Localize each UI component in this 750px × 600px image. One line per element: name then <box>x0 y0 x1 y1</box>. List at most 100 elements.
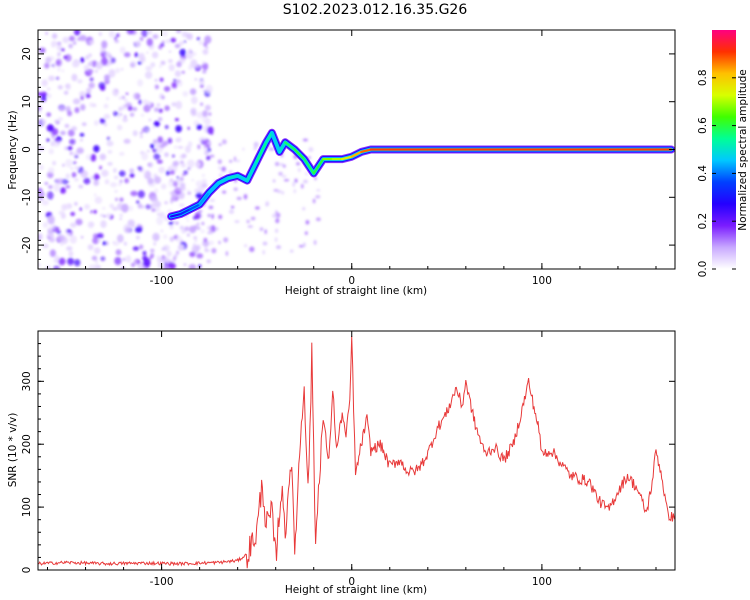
noise-blob <box>137 203 143 209</box>
noise-blob <box>203 41 208 48</box>
noise-blob <box>38 146 45 152</box>
noise-blob <box>189 88 197 95</box>
ridge-segment <box>170 212 182 218</box>
noise-blob <box>74 259 81 267</box>
noise-blob <box>61 69 65 73</box>
noise-blob <box>40 91 48 97</box>
noise-blob <box>60 213 66 219</box>
noise-blob <box>116 234 124 243</box>
noise-blob <box>48 167 55 174</box>
noise-blob <box>168 64 175 72</box>
noise-blob <box>93 145 100 153</box>
noise-blob <box>52 62 56 69</box>
noise-blob <box>186 33 193 40</box>
noise-blob <box>70 222 77 228</box>
noise-blob <box>132 92 139 100</box>
noise-blob <box>110 57 116 64</box>
noise-blob <box>172 219 175 224</box>
noise-blob <box>129 173 135 178</box>
noise-blob <box>179 41 184 46</box>
noise-blob <box>74 107 80 114</box>
noise-blob <box>180 183 186 187</box>
noise-blob <box>122 117 128 123</box>
noise-blob <box>160 42 165 47</box>
noise-blob <box>57 85 63 90</box>
noise-blob <box>147 177 154 185</box>
noise-blob <box>89 102 94 108</box>
colorbar-tick-label: 0.2 <box>697 213 709 230</box>
noise-blob <box>123 115 127 119</box>
noise-blob <box>145 129 149 132</box>
noise-blob <box>233 156 237 162</box>
noise-blob <box>54 138 60 143</box>
noise-blob <box>192 51 197 56</box>
noise-blob <box>194 188 200 193</box>
noise-blob <box>177 244 185 251</box>
noise-blob <box>93 209 97 214</box>
noise-blob <box>123 138 131 144</box>
noise-blob <box>112 206 118 211</box>
noise-blob <box>193 224 198 230</box>
noise-blob <box>74 166 79 170</box>
noise-blob <box>247 225 253 228</box>
noise-blob <box>66 233 70 237</box>
noise-blob <box>274 228 279 233</box>
noise-blob <box>63 55 68 59</box>
noise-blob <box>209 198 215 202</box>
noise-blob <box>275 218 280 224</box>
noise-blob <box>132 130 138 137</box>
noise-blob <box>174 43 181 49</box>
noise-blob <box>137 190 145 199</box>
noise-blob <box>65 83 70 89</box>
noise-blob <box>102 207 106 210</box>
noise-blob <box>92 237 99 245</box>
noise-blob <box>143 172 147 175</box>
noise-blob <box>105 51 111 58</box>
noise-blob <box>45 265 51 269</box>
noise-blob <box>81 122 87 126</box>
noise-blob <box>72 61 79 68</box>
noise-blob <box>313 240 317 245</box>
noise-blob <box>187 141 193 148</box>
colorbar-tick-label: 0.6 <box>697 117 709 134</box>
noise-blob <box>281 191 285 195</box>
noise-blob <box>164 152 169 157</box>
noise-blob <box>120 68 124 71</box>
noise-blob <box>113 111 119 117</box>
noise-blob <box>244 244 248 248</box>
noise-blob <box>304 231 308 236</box>
noise-blob <box>167 137 173 144</box>
noise-blob <box>179 203 185 207</box>
noise-blob <box>60 130 66 136</box>
noise-blob <box>70 167 74 170</box>
noise-blob <box>85 93 91 99</box>
ridge-segment <box>360 148 372 153</box>
noise-blob <box>87 221 95 229</box>
noise-blob <box>202 70 207 74</box>
ridge-segment <box>189 203 201 211</box>
noise-blob <box>38 92 42 96</box>
noise-blob <box>187 167 191 170</box>
noise-blob <box>233 187 238 191</box>
ridge-segment <box>341 155 353 161</box>
noise-blob <box>58 105 66 112</box>
x-tick-label: 0 <box>348 576 355 588</box>
noise-blob <box>302 242 306 248</box>
noise-blob <box>179 176 184 182</box>
noise-blob <box>187 189 190 192</box>
noise-blob <box>119 113 123 116</box>
noise-blob <box>146 105 151 109</box>
noise-blob <box>103 215 106 218</box>
noise-blob <box>218 172 223 178</box>
noise-blob <box>193 236 198 240</box>
noise-blob <box>218 240 221 245</box>
noise-blob <box>194 239 198 243</box>
noise-blob <box>108 30 115 38</box>
noise-blob <box>138 99 143 105</box>
noise-blob <box>76 147 84 154</box>
noise-blob <box>47 93 52 99</box>
noise-blob <box>150 196 158 203</box>
noise-blob <box>158 166 166 174</box>
noise-blob <box>143 104 151 113</box>
noise-blob <box>246 219 250 224</box>
